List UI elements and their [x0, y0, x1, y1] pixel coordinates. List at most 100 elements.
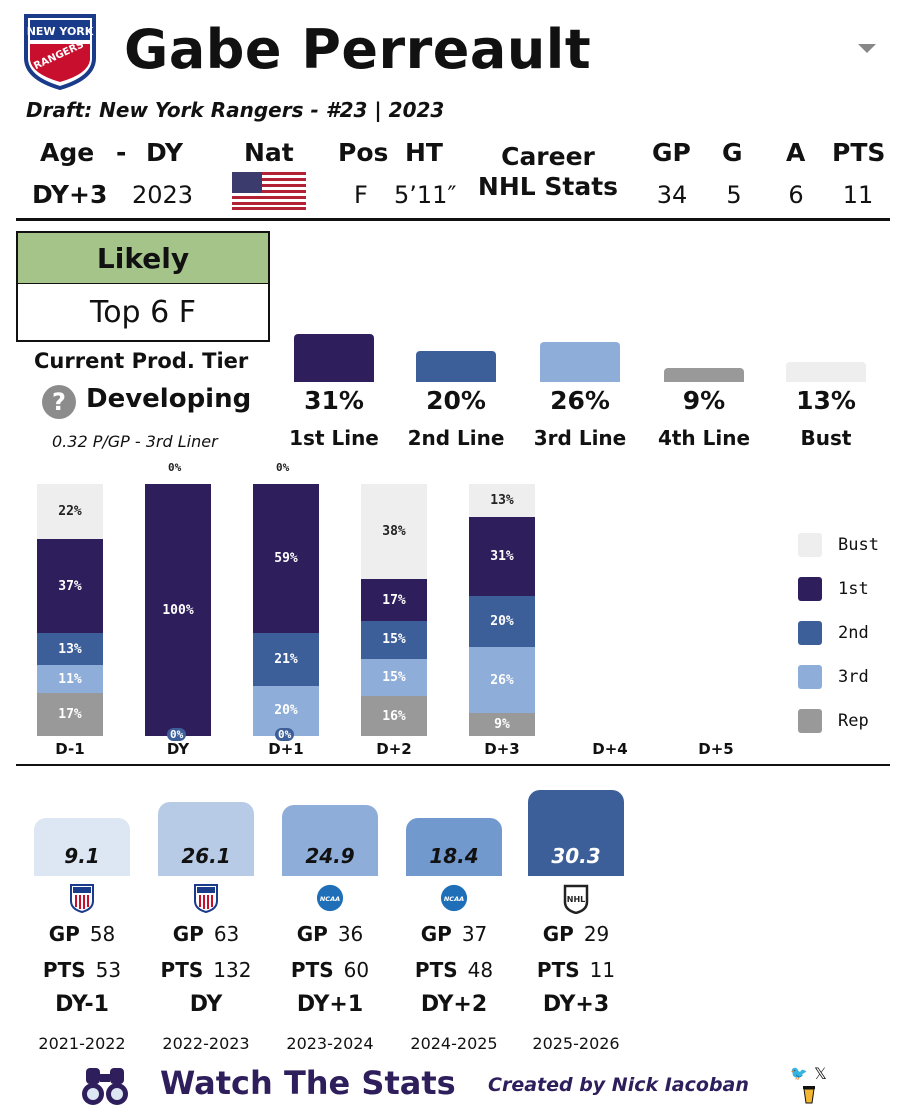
x-icon[interactable]: 𝕏: [814, 1064, 827, 1083]
probability-bar: [294, 334, 374, 382]
segment-1st: 17%: [361, 578, 427, 622]
segment-1st: 37%: [37, 539, 103, 633]
a-header: A: [786, 138, 806, 167]
ht-value: 5’11″: [394, 181, 457, 209]
legend-item: Bust: [798, 533, 879, 557]
nat-header: Nat: [244, 138, 294, 167]
season-pts-label: PTS: [414, 958, 458, 982]
career-g: 5: [726, 181, 742, 209]
season-pts-value: 53: [95, 958, 122, 982]
legend-swatch: [798, 665, 822, 689]
segment-1st: 31%: [469, 517, 535, 596]
binoculars-icon: [80, 1066, 130, 1106]
projection-likelihood: Likely: [18, 233, 268, 284]
season-gp-label: GP: [542, 922, 574, 946]
probability-bar: [416, 351, 496, 382]
logo-text-top: NEW YORK: [27, 25, 94, 38]
season-gp: GP 63: [144, 922, 268, 946]
season-years: 2025-2026: [532, 1034, 620, 1053]
career-gp: 34: [656, 181, 688, 209]
zero-label: 0%: [168, 461, 182, 474]
svg-text:NCAA: NCAA: [320, 895, 340, 903]
team-logo: NEW YORK RANGERS: [22, 12, 98, 91]
segment-1st: 100%: [145, 484, 211, 736]
legend-item: 2nd: [798, 621, 869, 645]
x-tick-label: D+5: [698, 740, 734, 758]
chevron-down-icon[interactable]: [858, 44, 876, 53]
x-tick-label: D-1: [55, 740, 85, 758]
question-icon[interactable]: ?: [42, 385, 76, 419]
segment-2nd: 20%: [469, 596, 535, 647]
twitter-icon[interactable]: 🐦: [790, 1066, 808, 1082]
svg-text:NHL: NHL: [567, 895, 586, 904]
season-pts-value: 48: [467, 958, 494, 982]
probability-value: 9%: [682, 386, 726, 415]
legend-label: Bust: [838, 535, 879, 555]
legend-item: 3rd: [798, 665, 869, 689]
probability-value: 31%: [304, 386, 364, 415]
legend-swatch: [798, 709, 822, 733]
nhl-icon: NHL: [562, 884, 590, 914]
legend-label: 2nd: [838, 623, 869, 643]
x-tick-label: D+4: [592, 740, 628, 758]
stacked-column: 20% 21% 59%: [253, 484, 319, 736]
brand-name: Watch The Stats: [160, 1064, 456, 1102]
dash-header: -: [116, 138, 127, 167]
legend-label: Rep: [838, 711, 869, 731]
x-tick-label: D+3: [484, 740, 520, 758]
season-gp: GP 58: [20, 922, 144, 946]
career-header: Career: [501, 142, 595, 171]
ushl-icon: [68, 884, 96, 913]
season-pts-value: 60: [343, 958, 370, 982]
segment-2nd: 15%: [361, 621, 427, 659]
stacked-column: 9% 26% 20% 31% 13%: [469, 484, 535, 736]
season-pts: PTS 60: [268, 958, 392, 982]
probability-value: 26%: [550, 386, 610, 415]
divider: [16, 218, 890, 221]
season-pts: PTS 48: [392, 958, 516, 982]
draft-year-chart: 17% 11% 13% 37% 22% 100% 20% 21% 59% 16% 15% 15% 17%…: [0, 484, 904, 736]
season-score-bar: 30.3: [528, 790, 624, 876]
season-years: 2024-2025: [410, 1034, 498, 1053]
probability-label: 1st Line: [289, 426, 379, 450]
season-gp-label: GP: [420, 922, 452, 946]
ncaa-icon: NCAA: [440, 884, 468, 912]
season-gp-value: 63: [213, 922, 240, 946]
dy-value: 2023: [132, 181, 194, 209]
segment-rep: 17%: [37, 693, 103, 736]
probability-label: 4th Line: [657, 426, 751, 450]
season-years: 2021-2022: [38, 1034, 126, 1053]
svg-text:NCAA: NCAA: [444, 895, 464, 903]
legend-swatch: [798, 533, 822, 557]
season-gp-value: 36: [337, 922, 364, 946]
age-value: DY+3: [32, 180, 108, 209]
legend-item: Rep: [798, 709, 869, 733]
legend-label: 1st: [838, 579, 869, 599]
season-gp-label: GP: [296, 922, 328, 946]
probability-value: 20%: [426, 386, 486, 415]
season-dy: DY+2: [420, 992, 488, 1017]
pos-value: F: [354, 181, 368, 209]
probability-label: 3rd Line: [533, 426, 627, 450]
coffee-icon[interactable]: [802, 1084, 816, 1104]
probability-bar: [540, 342, 620, 382]
stacked-column: 17% 11% 13% 37% 22%: [37, 484, 103, 736]
probability-label: 2nd Line: [407, 426, 505, 450]
season-gp-value: 58: [89, 922, 116, 946]
usa-flag-icon: [232, 172, 306, 210]
legend-swatch: [798, 621, 822, 645]
season-pts: PTS 132: [144, 958, 268, 982]
pts-header: PTS: [832, 138, 886, 167]
season-pts-label: PTS: [42, 958, 86, 982]
career-subheader: NHL Stats: [477, 172, 619, 201]
stacked-column: 16% 15% 15% 17% 38%: [361, 484, 427, 736]
segment-1st: 59%: [253, 484, 319, 633]
stacked-column: 100%: [145, 484, 211, 736]
zero-label: 0%: [167, 728, 187, 741]
probability-label: Bust: [800, 426, 852, 450]
segment-rep: 9%: [469, 713, 535, 736]
season-gp: GP 37: [392, 922, 516, 946]
legend-label: 3rd: [838, 667, 869, 687]
season-gp-value: 37: [461, 922, 488, 946]
zero-label: 0%: [276, 461, 290, 474]
